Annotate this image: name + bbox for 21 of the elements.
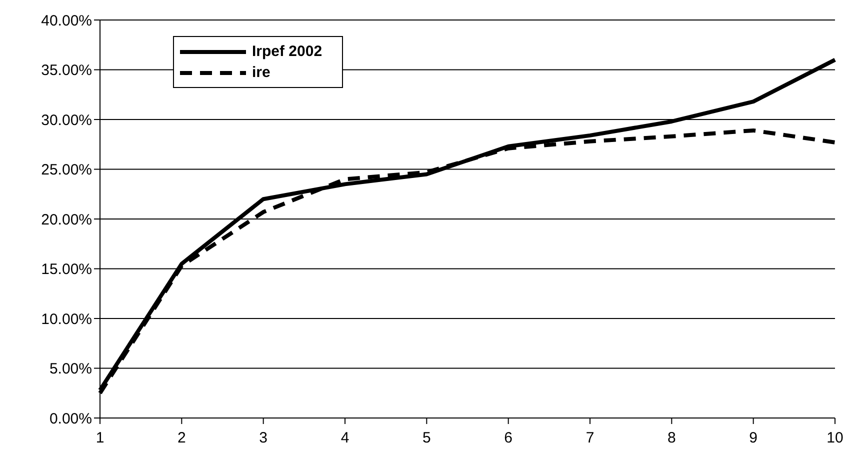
y-tick-label: 25.00% bbox=[41, 162, 92, 179]
x-tick-label: 4 bbox=[340, 430, 350, 447]
x-tick-label: 5 bbox=[422, 430, 431, 447]
x-tick-label: 10 bbox=[826, 430, 844, 447]
y-tick-label: 40.00% bbox=[41, 12, 92, 30]
y-tick-label: 20.00% bbox=[41, 211, 92, 228]
y-tick-label: 10.00% bbox=[41, 310, 92, 328]
legend-label: Irpef 2002 bbox=[252, 43, 322, 60]
legend-label: ire bbox=[252, 64, 270, 81]
x-tick-label: 2 bbox=[177, 430, 186, 447]
x-tick-label: 7 bbox=[586, 430, 594, 447]
x-tick-label: 3 bbox=[259, 430, 268, 447]
y-tick-label: 15.00% bbox=[41, 261, 92, 278]
x-tick-label: 9 bbox=[749, 430, 758, 447]
x-tick-label: 6 bbox=[504, 430, 513, 447]
y-tick-label: 30.00% bbox=[41, 112, 92, 129]
y-tick-label: 35.00% bbox=[41, 62, 92, 80]
y-tick-label: 0.00% bbox=[49, 410, 92, 428]
x-tick-label: 8 bbox=[667, 430, 676, 447]
y-tick-label: 5.00% bbox=[49, 360, 92, 378]
x-tick-label: 1 bbox=[96, 430, 104, 447]
